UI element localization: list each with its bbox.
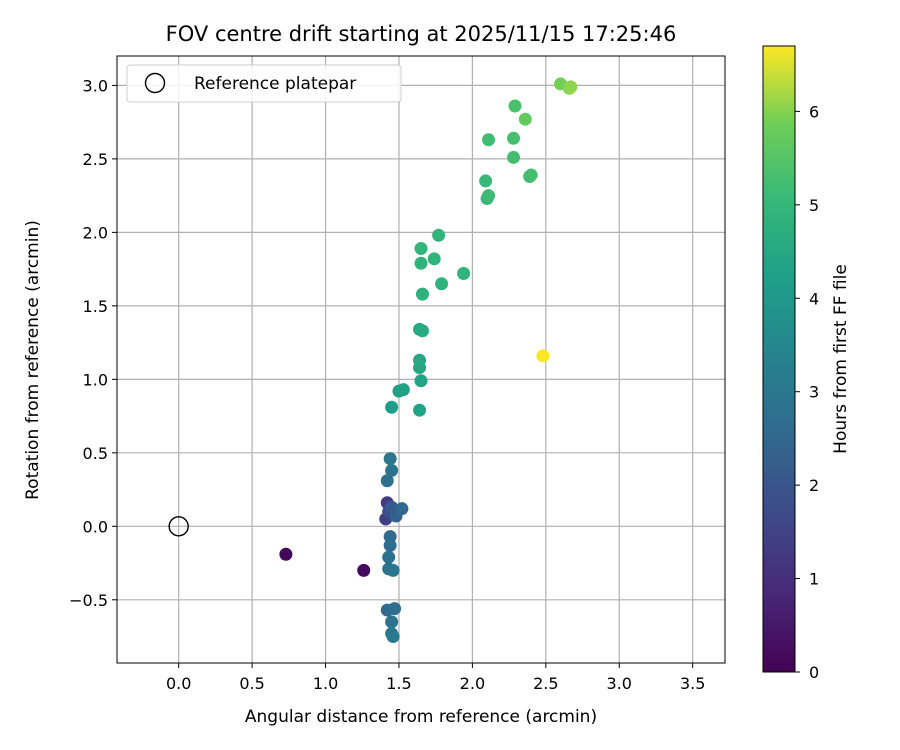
y-tick-label: 3.0 <box>83 76 108 95</box>
data-point <box>413 353 427 367</box>
colorbar-tick-label: 3 <box>809 383 819 402</box>
plot-frame <box>116 55 726 664</box>
y-tick-label: 2.5 <box>83 150 108 169</box>
colorbar-frame <box>762 45 796 673</box>
data-point <box>396 383 410 397</box>
x-tick-label: 1.5 <box>386 674 411 693</box>
data-point <box>414 256 428 270</box>
data-point <box>383 452 397 466</box>
data-point <box>415 287 429 301</box>
colorbar-ticks: 0 1 2 3 4 5 6 <box>795 102 819 682</box>
reference-marker-group <box>168 516 189 537</box>
data-point <box>432 228 446 242</box>
data-point <box>413 403 427 417</box>
data-point <box>279 547 293 561</box>
x-tick-label: 1.0 <box>313 674 338 693</box>
chart-title: FOV centre drift starting at 2025/11/15 … <box>166 22 677 46</box>
x-tick-label: 2.0 <box>460 674 485 693</box>
data-point <box>414 374 428 388</box>
legend-entry-label: Reference platepar <box>194 74 356 94</box>
x-axis-label: Angular distance from reference (arcmin) <box>245 707 597 727</box>
data-point <box>383 538 397 552</box>
x-tick-label: 3.5 <box>680 674 705 693</box>
data-point <box>564 80 578 94</box>
y-tick-label: −0.5 <box>69 591 108 610</box>
data-point <box>482 133 496 147</box>
colorbar-label: Hours from first FF file <box>831 264 851 454</box>
data-point <box>380 474 394 488</box>
y-tick-label: 1.5 <box>83 297 108 316</box>
data-point <box>385 615 399 629</box>
data-point <box>386 563 400 577</box>
colorbar-tick-label: 5 <box>809 196 819 215</box>
data-point <box>524 168 538 182</box>
y-tick-label: 0.5 <box>83 444 108 463</box>
data-point <box>507 131 521 145</box>
y-tick-label: 2.0 <box>83 223 108 242</box>
y-tick-label: 0.0 <box>83 517 108 536</box>
y-axis-ticks: −0.5 0.0 0.5 1.0 1.5 2.0 2.5 3.0 <box>69 76 117 610</box>
data-point <box>357 563 371 577</box>
data-point <box>427 252 441 266</box>
grid-lines <box>117 56 725 663</box>
data-point <box>508 99 522 113</box>
data-point <box>415 324 429 338</box>
data-point <box>479 174 493 188</box>
colorbar-tick-label: 1 <box>809 570 819 589</box>
data-point <box>395 502 409 516</box>
data-point <box>536 349 550 363</box>
data-point <box>385 463 399 477</box>
y-tick-label: 1.0 <box>83 370 108 389</box>
x-tick-label: 3.0 <box>607 674 632 693</box>
data-point <box>382 550 396 564</box>
colorbar-gradient <box>763 46 795 672</box>
data-point <box>388 602 402 616</box>
legend-box <box>126 64 402 103</box>
colorbar-tick-label: 4 <box>809 289 819 308</box>
reference-point-marker <box>168 516 189 537</box>
y-axis-label: Rotation from reference (arcmin) <box>23 220 43 500</box>
x-tick-label: 0.5 <box>239 674 264 693</box>
x-tick-label: 0.0 <box>166 674 191 693</box>
data-point <box>457 267 471 281</box>
data-point <box>518 112 532 126</box>
colorbar-tick-label: 2 <box>809 476 819 495</box>
data-point <box>385 400 399 414</box>
legend: Reference platepar <box>126 64 402 103</box>
x-axis-ticks: 0.0 0.5 1.0 1.5 2.0 2.5 3.0 3.5 <box>166 663 705 693</box>
data-point <box>386 630 400 644</box>
data-points <box>279 77 578 644</box>
x-tick-label: 2.5 <box>533 674 558 693</box>
data-point <box>482 189 496 203</box>
data-point <box>507 150 521 164</box>
data-point <box>414 242 428 256</box>
colorbar: 0 1 2 3 4 5 6 Hours from first FF file <box>762 45 851 682</box>
data-point <box>435 277 449 291</box>
colorbar-tick-label: 6 <box>809 102 819 121</box>
colorbar-tick-label: 0 <box>809 663 819 682</box>
legend-marker-icon <box>144 72 166 94</box>
